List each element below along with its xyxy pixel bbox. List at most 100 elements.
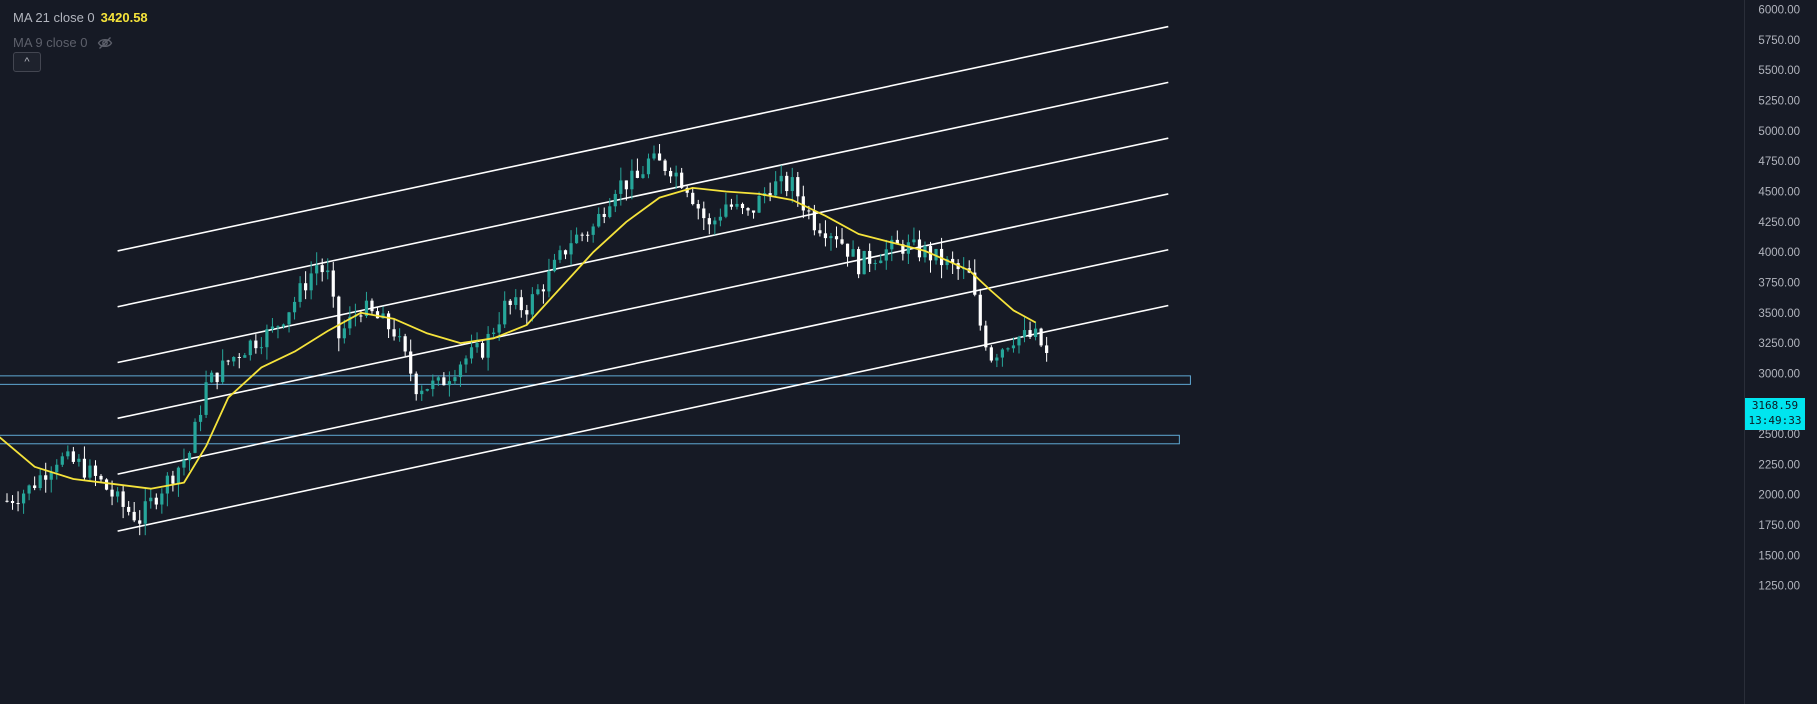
candle-body[interactable] — [591, 226, 595, 235]
candle-body[interactable] — [215, 372, 219, 383]
candle-body[interactable] — [210, 372, 214, 383]
candle-body[interactable] — [27, 485, 31, 494]
candle-body[interactable] — [248, 340, 252, 356]
candle-body[interactable] — [873, 263, 877, 265]
candle-body[interactable] — [132, 511, 136, 521]
candle-body[interactable] — [751, 210, 756, 213]
candle-body[interactable] — [88, 465, 92, 478]
candle-body[interactable] — [718, 216, 722, 221]
candle-body[interactable] — [552, 259, 557, 272]
candle-body[interactable] — [1000, 349, 1004, 358]
candle-body[interactable] — [823, 233, 828, 239]
support-zone-2[interactable] — [0, 434, 1180, 445]
candle-body[interactable] — [337, 296, 341, 339]
collapse-legend-button[interactable]: ^ — [13, 52, 41, 72]
candle-body[interactable] — [497, 324, 501, 333]
candle-body[interactable] — [834, 236, 839, 240]
candle-body[interactable] — [309, 273, 313, 291]
candle-body[interactable] — [1017, 336, 1021, 346]
candle-body[interactable] — [746, 208, 750, 211]
candle-body[interactable] — [431, 380, 435, 390]
candle-body[interactable] — [71, 451, 75, 462]
candle-body[interactable] — [536, 289, 540, 295]
candle-body[interactable] — [630, 170, 634, 190]
candle-body[interactable] — [403, 336, 407, 352]
candle-body[interactable] — [1033, 328, 1038, 338]
channel-line-5[interactable] — [117, 81, 1169, 308]
candle-body[interactable] — [276, 326, 280, 328]
candle-body[interactable] — [442, 377, 446, 386]
candle-body[interactable] — [331, 270, 335, 297]
candle-body[interactable] — [447, 381, 451, 386]
candle-body[interactable] — [890, 239, 894, 250]
candle-body[interactable] — [480, 343, 485, 358]
candle-body[interactable] — [77, 458, 81, 462]
candle-body[interactable] — [862, 250, 866, 275]
candle-body[interactable] — [149, 497, 153, 502]
candle-body[interactable] — [116, 491, 120, 497]
candle-body[interactable] — [370, 300, 374, 312]
candle-body[interactable] — [503, 300, 507, 325]
candle-body[interactable] — [154, 497, 158, 505]
candle-body[interactable] — [735, 203, 739, 207]
candle-body[interactable] — [729, 204, 734, 207]
candle-body[interactable] — [160, 493, 164, 505]
candle-body[interactable] — [989, 347, 993, 361]
candle-body[interactable] — [304, 283, 308, 291]
candle-body[interactable] — [326, 270, 330, 273]
candle-body[interactable] — [906, 242, 910, 254]
candle-body[interactable] — [868, 250, 872, 264]
candle-body[interactable] — [519, 297, 523, 311]
candle-body[interactable] — [1039, 328, 1043, 346]
ma9-legend-row[interactable]: MA 9 close 0 — [13, 30, 148, 55]
candle-body[interactable] — [724, 204, 728, 217]
candle-body[interactable] — [320, 265, 324, 273]
candle-body[interactable] — [143, 501, 147, 524]
candle-body[interactable] — [845, 243, 850, 257]
candle-body[interactable] — [265, 329, 269, 348]
candle-body[interactable] — [469, 347, 474, 359]
candle-body[interactable] — [381, 313, 385, 319]
candle-body[interactable] — [613, 193, 617, 207]
candle-body[interactable] — [1006, 348, 1010, 350]
candle-body[interactable] — [1022, 330, 1027, 337]
candle-body[interactable] — [514, 297, 518, 305]
candle-body[interactable] — [934, 248, 938, 261]
candle-body[interactable] — [646, 158, 651, 175]
candle-body[interactable] — [232, 357, 236, 362]
candle-body[interactable] — [901, 244, 905, 254]
candle-body[interactable] — [879, 260, 883, 264]
candle-body[interactable] — [66, 451, 70, 457]
candle-body[interactable] — [796, 177, 800, 197]
candle-body[interactable] — [624, 180, 628, 190]
candle-body[interactable] — [785, 175, 789, 192]
candle-body[interactable] — [917, 239, 922, 258]
candle-body[interactable] — [315, 265, 319, 274]
candle-body[interactable] — [707, 218, 711, 225]
candle-body[interactable] — [60, 456, 64, 465]
candle-body[interactable] — [386, 313, 391, 330]
candle-body[interactable] — [569, 243, 573, 255]
candle-body[interactable] — [674, 172, 678, 177]
candle-body[interactable] — [359, 315, 363, 317]
candle-body[interactable] — [580, 234, 584, 236]
support-zones[interactable] — [0, 375, 1191, 445]
candle-body[interactable] — [375, 311, 380, 319]
candle-body[interactable] — [204, 382, 208, 415]
candle-body[interactable] — [713, 220, 717, 225]
candle-body[interactable] — [392, 329, 396, 337]
candle-body[interactable] — [912, 239, 916, 243]
channel-line-6[interactable] — [117, 25, 1169, 252]
candle-body[interactable] — [237, 357, 241, 359]
candle-body[interactable] — [221, 360, 225, 383]
candle-body[interactable] — [680, 172, 684, 188]
candle-body[interactable] — [995, 357, 999, 361]
candle-body[interactable] — [176, 467, 181, 484]
candle-body[interactable] — [475, 343, 479, 348]
candle-body[interactable] — [602, 213, 606, 217]
candles[interactable] — [5, 144, 1049, 536]
candle-body[interactable] — [895, 239, 899, 245]
candle-body[interactable] — [342, 328, 346, 339]
